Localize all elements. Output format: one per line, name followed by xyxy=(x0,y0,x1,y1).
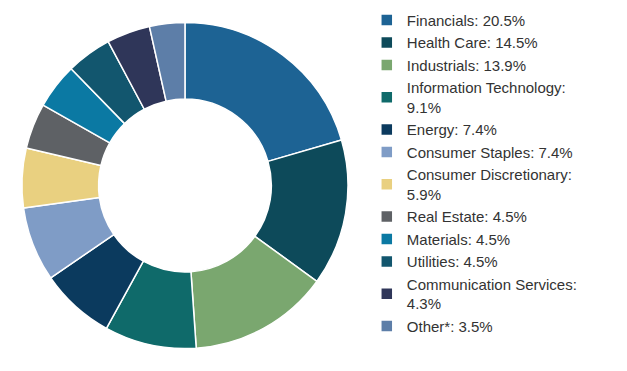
svg-text:Communication Services:4.3%: Communication Services:4.3% xyxy=(407,276,577,313)
svg-text:Consumer Staples: 7.4%: Consumer Staples: 7.4% xyxy=(407,144,573,161)
svg-text:Other*: 3.5%: Other*: 3.5% xyxy=(407,318,493,335)
svg-text:Information Technology:9.1%: Information Technology:9.1% xyxy=(407,79,566,116)
svg-text:Consumer Discretionary:5.9%: Consumer Discretionary:5.9% xyxy=(407,166,572,203)
svg-text:Industrials: 13.9%: Industrials: 13.9% xyxy=(407,57,526,74)
svg-text:Materials: 4.5%: Materials: 4.5% xyxy=(407,231,510,248)
svg-text:Financials: 20.5%: Financials: 20.5% xyxy=(407,12,525,29)
svg-text:Real Estate: 4.5%: Real Estate: 4.5% xyxy=(407,208,527,225)
svg-text:Energy: 7.4%: Energy: 7.4% xyxy=(407,121,497,138)
svg-text:Utilities: 4.5%: Utilities: 4.5% xyxy=(407,253,498,270)
svg-text:Health Care: 14.5%: Health Care: 14.5% xyxy=(407,34,538,51)
